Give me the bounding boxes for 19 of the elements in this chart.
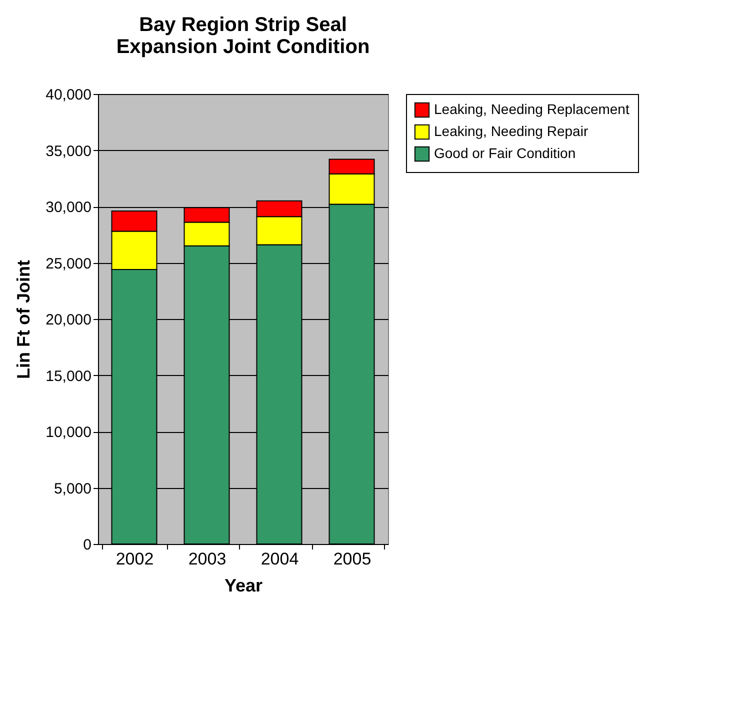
legend-label: Leaking, Needing Repair	[434, 123, 588, 139]
x-tick-label: 2003	[188, 550, 226, 568]
y-tick-label: 30,000	[46, 199, 92, 216]
legend-label: Good or Fair Condition	[434, 145, 576, 161]
y-tick-label: 10,000	[46, 424, 92, 441]
chart-title: Bay Region Strip Seal Expansion Joint Condition	[116, 14, 370, 58]
y-tick-label: 20,000	[46, 312, 92, 328]
y-tick-label: 35,000	[46, 142, 92, 160]
y-tick-label: 15,000	[46, 368, 92, 385]
x-tick-label: 2005	[333, 550, 372, 568]
y-tick-label: 40,000	[46, 86, 92, 104]
x-tick-label: 2004	[260, 550, 299, 568]
y-tick-label: 5,000	[54, 480, 92, 498]
y-tick-label: 25,000	[46, 255, 92, 272]
y-tick-label: 0	[83, 536, 92, 554]
x-tick-label: 2002	[116, 550, 154, 568]
legend-label: Leaking, Needing Replacement	[434, 101, 630, 117]
x-axis-title: Year	[224, 576, 263, 596]
y-axis-title: Lin Ft of Joint	[14, 260, 34, 379]
